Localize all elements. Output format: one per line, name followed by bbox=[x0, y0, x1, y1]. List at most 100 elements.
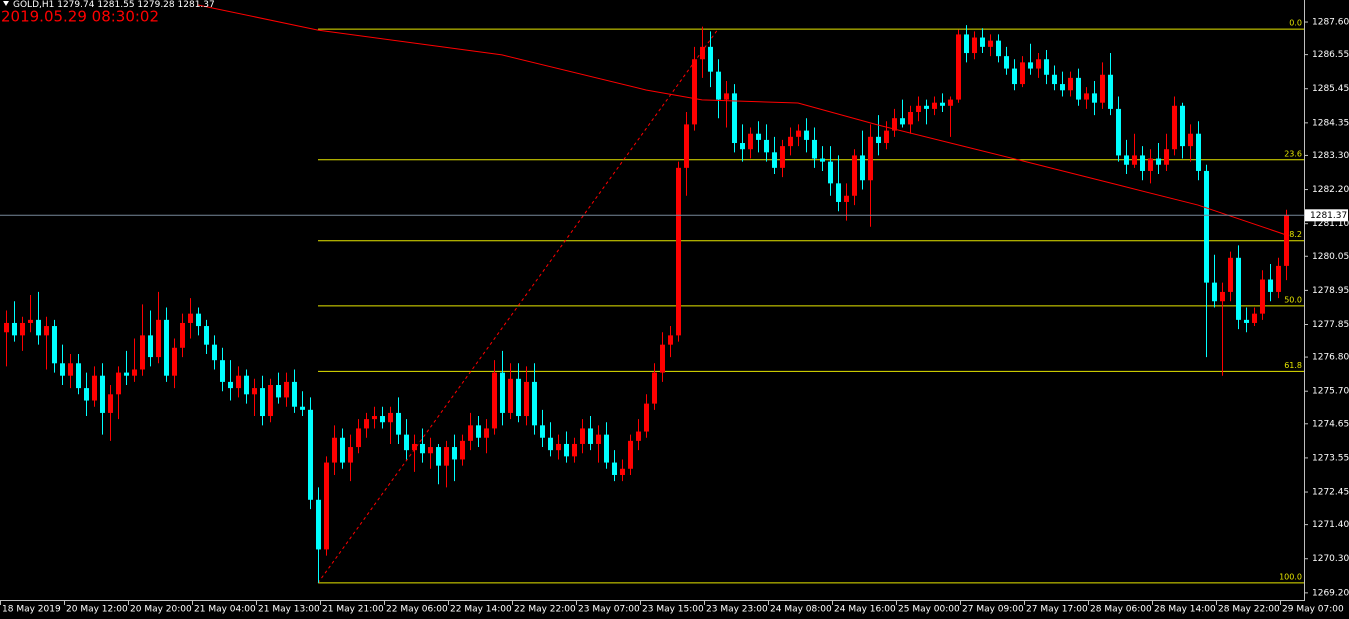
candle-body bbox=[332, 437, 337, 463]
x-tick-label: 28 May 14:00 bbox=[1154, 605, 1216, 615]
candle-body bbox=[1012, 68, 1017, 85]
candle-body bbox=[812, 139, 817, 159]
candle-body bbox=[548, 437, 553, 451]
y-tick-label: 1281.10 bbox=[1312, 219, 1349, 229]
candle-body bbox=[1100, 74, 1105, 103]
candle-body bbox=[1268, 279, 1273, 292]
candle-body bbox=[44, 326, 49, 336]
x-tick-label: 21 May 21:00 bbox=[322, 605, 384, 615]
x-tick-label: 23 May 23:00 bbox=[706, 605, 768, 615]
candle-body bbox=[1044, 59, 1049, 75]
candle-body bbox=[668, 335, 673, 345]
candle-body bbox=[996, 40, 1001, 57]
candle-body bbox=[4, 322, 9, 333]
candle-body bbox=[140, 335, 145, 370]
fib-label: 23.6 bbox=[1284, 149, 1302, 158]
candle-body bbox=[1116, 108, 1121, 156]
candle-body bbox=[132, 369, 137, 376]
candle-body bbox=[1188, 133, 1193, 147]
candle-body bbox=[1156, 158, 1161, 165]
candle-body bbox=[1252, 313, 1257, 323]
candle-body bbox=[756, 133, 761, 140]
candle-body bbox=[364, 419, 369, 429]
x-tick-label: 22 May 22:00 bbox=[514, 605, 576, 615]
y-tick-label: 1274.65 bbox=[1312, 419, 1349, 429]
candle-body bbox=[708, 46, 713, 72]
candle-body bbox=[412, 443, 417, 451]
fib-label: 61.8 bbox=[1284, 361, 1302, 370]
candle-body bbox=[916, 105, 921, 112]
candle-body bbox=[1108, 74, 1113, 109]
candle-body bbox=[588, 428, 593, 444]
candle-body bbox=[764, 139, 769, 153]
candle-body bbox=[276, 385, 281, 398]
candle-body bbox=[252, 388, 257, 395]
candle-body bbox=[60, 363, 65, 376]
candle-body bbox=[1020, 62, 1025, 85]
candle-body bbox=[476, 425, 481, 438]
candle-body bbox=[460, 440, 465, 460]
candle-body bbox=[348, 447, 353, 463]
candle-body bbox=[940, 102, 945, 106]
candle-body bbox=[836, 183, 841, 202]
candle-body bbox=[372, 416, 377, 420]
candle-body bbox=[1060, 84, 1065, 91]
candle-body bbox=[772, 152, 777, 168]
candle-body bbox=[148, 335, 153, 358]
candle-body bbox=[604, 434, 609, 463]
candle-body bbox=[860, 155, 865, 181]
y-tick-label: 1282.20 bbox=[1312, 185, 1349, 195]
candle-body bbox=[884, 130, 889, 144]
x-tick-label: 20 May 20:00 bbox=[130, 605, 192, 615]
candle-body bbox=[1236, 257, 1241, 320]
candle-body bbox=[380, 416, 385, 423]
candle-body bbox=[428, 447, 433, 454]
x-tick-label: 20 May 12:00 bbox=[66, 605, 128, 615]
candle-body bbox=[788, 136, 793, 147]
candle-body bbox=[612, 462, 617, 475]
header: GOLD,H1 1279.74 1281.55 1279.28 1281.37 bbox=[13, 0, 215, 10]
candle-body bbox=[572, 443, 577, 457]
candle-body bbox=[340, 437, 345, 463]
timestamp: 2019.05.29 08:30:02 bbox=[1, 8, 159, 26]
y-tick-label: 1275.70 bbox=[1312, 387, 1349, 397]
candle-body bbox=[172, 347, 177, 376]
y-tick-label: 1272.45 bbox=[1312, 488, 1349, 498]
candle-body bbox=[516, 378, 521, 417]
candle-body bbox=[692, 59, 697, 125]
candle-body bbox=[316, 499, 321, 550]
candle-body bbox=[948, 99, 953, 106]
candle-body bbox=[932, 102, 937, 109]
x-tick-label: 23 May 15:00 bbox=[642, 605, 704, 615]
candle-body bbox=[964, 34, 969, 54]
candle-body bbox=[284, 381, 289, 398]
candle-body bbox=[268, 385, 273, 417]
candle-body bbox=[780, 146, 785, 168]
candle-body bbox=[1004, 56, 1009, 69]
candle-body bbox=[84, 388, 89, 401]
candle-body bbox=[1244, 319, 1249, 323]
candle-body bbox=[908, 111, 913, 125]
current-price-label: 1281.37 bbox=[1310, 211, 1347, 221]
candle-body bbox=[20, 322, 25, 336]
candle-body bbox=[676, 167, 681, 336]
candle-body bbox=[436, 447, 441, 466]
candle-body bbox=[684, 124, 689, 168]
x-tick-label: 23 May 07:00 bbox=[578, 605, 640, 615]
candle-body bbox=[156, 319, 161, 358]
candle-body bbox=[1164, 149, 1169, 165]
moving-average bbox=[197, 4, 1287, 236]
candle-body bbox=[556, 443, 561, 451]
candle-body bbox=[892, 118, 897, 131]
candle-body bbox=[596, 434, 601, 444]
candle-body bbox=[196, 313, 201, 327]
candle-body bbox=[324, 462, 329, 550]
candle-body bbox=[1132, 155, 1137, 165]
fib-label: 100.0 bbox=[1279, 572, 1302, 581]
candle-body bbox=[580, 428, 585, 444]
y-tick-label: 1283.30 bbox=[1312, 151, 1349, 161]
x-tick-label: 24 May 16:00 bbox=[834, 605, 896, 615]
dropdown-icon[interactable] bbox=[3, 1, 9, 6]
y-tick-label: 1270.30 bbox=[1312, 554, 1349, 564]
candle-body bbox=[620, 468, 625, 475]
